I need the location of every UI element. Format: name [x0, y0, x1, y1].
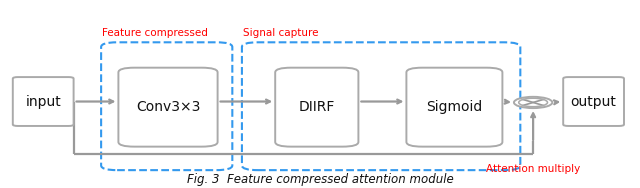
Text: input: input: [26, 95, 61, 108]
FancyBboxPatch shape: [275, 68, 358, 147]
FancyBboxPatch shape: [563, 77, 624, 126]
Text: Fig. 3  Feature compressed attention module: Fig. 3 Feature compressed attention modu…: [187, 173, 453, 186]
FancyBboxPatch shape: [118, 68, 218, 147]
Text: DIIRF: DIIRF: [299, 100, 335, 114]
Text: Attention multiply: Attention multiply: [486, 164, 580, 174]
Text: Feature compressed: Feature compressed: [102, 28, 208, 38]
FancyBboxPatch shape: [406, 68, 502, 147]
Text: output: output: [571, 95, 616, 108]
Text: Signal capture: Signal capture: [243, 28, 319, 38]
FancyBboxPatch shape: [13, 77, 74, 126]
Text: Conv3×3: Conv3×3: [136, 100, 200, 114]
Circle shape: [514, 97, 552, 108]
Text: Sigmoid: Sigmoid: [426, 100, 483, 114]
